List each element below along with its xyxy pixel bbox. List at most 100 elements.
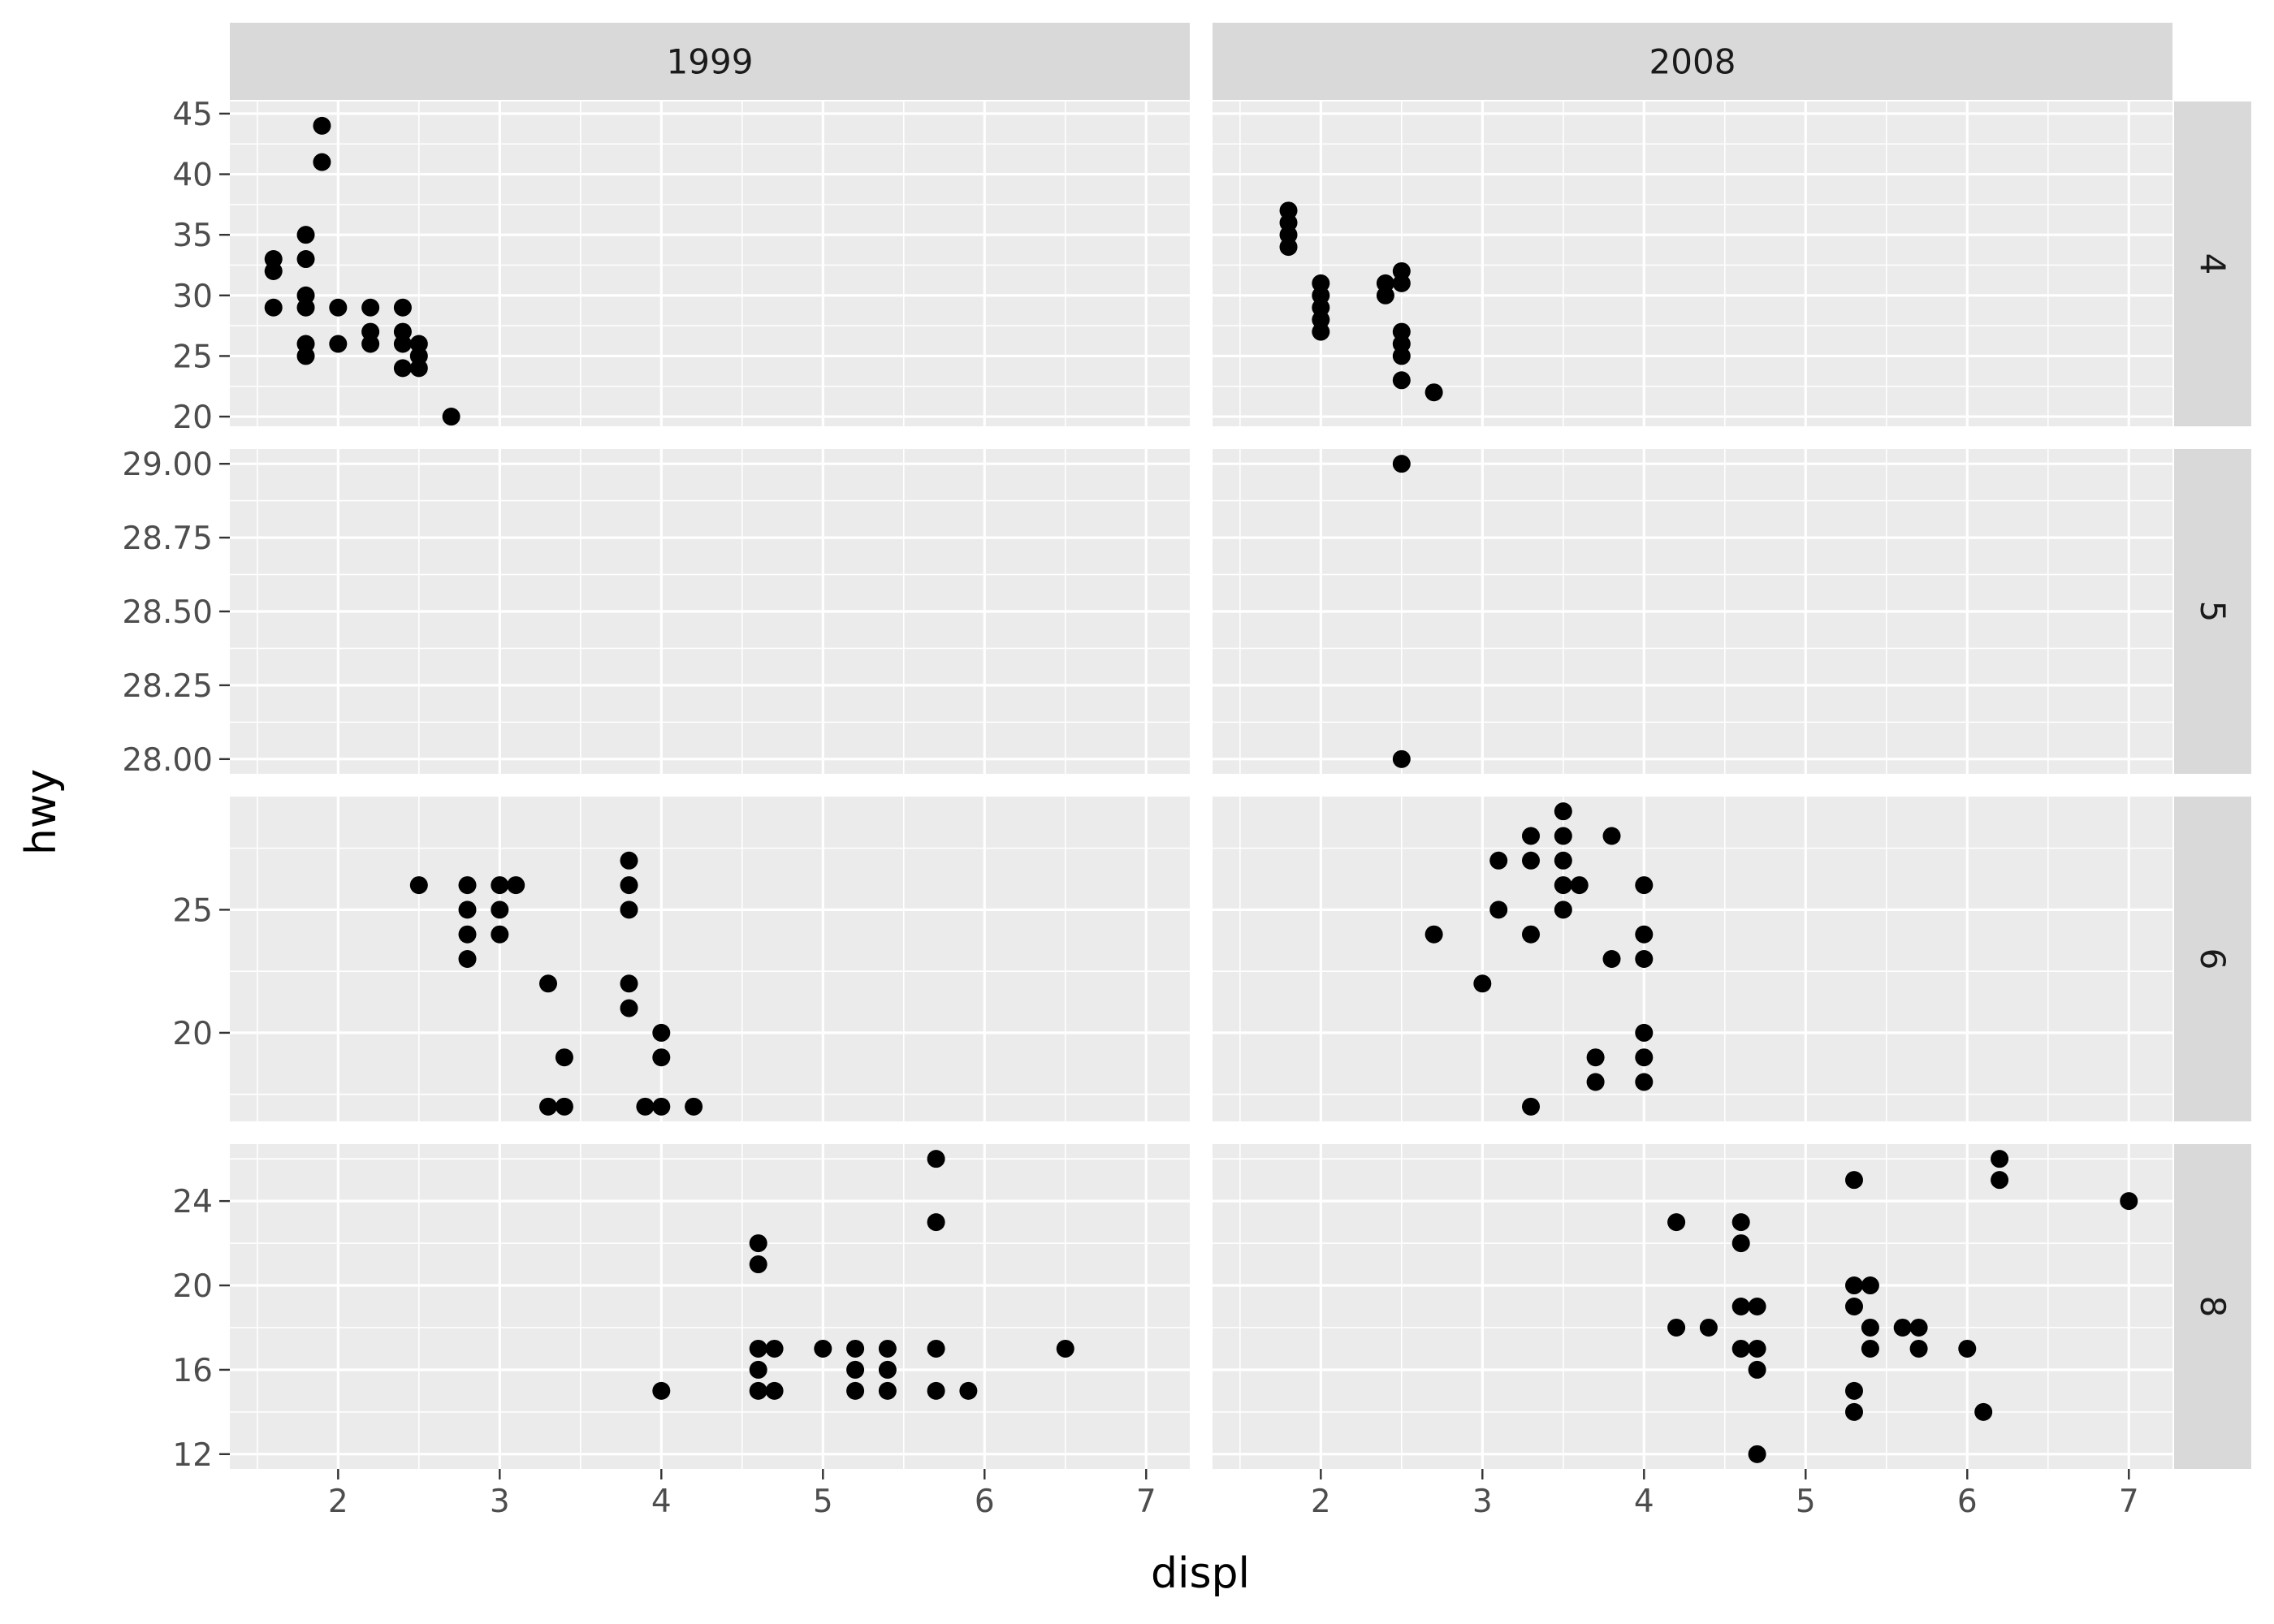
data-point <box>491 925 509 944</box>
data-point <box>458 876 477 895</box>
data-point <box>959 1381 978 1400</box>
data-point <box>1424 925 1443 944</box>
data-point <box>1522 925 1541 944</box>
strips-layer: 1999 2008 4 5 6 8 <box>230 23 2251 1469</box>
data-point <box>652 1097 671 1116</box>
data-point <box>1731 1339 1750 1358</box>
facet-strip-col-label: 1999 <box>667 42 754 82</box>
data-point <box>1635 1073 1654 1091</box>
axes-layer: 20253035404528.0028.2528.5028.7529.00202… <box>122 97 2138 1520</box>
x-tick-label: 5 <box>813 1484 833 1520</box>
y-tick-label: 29.00 <box>122 447 213 483</box>
data-point <box>555 1097 573 1116</box>
data-point <box>927 1381 945 1400</box>
data-point <box>539 1097 558 1116</box>
data-point <box>442 408 460 426</box>
data-point <box>1974 1402 1993 1421</box>
data-point <box>1861 1339 1879 1358</box>
data-point <box>1522 1097 1541 1116</box>
data-point <box>1522 851 1541 870</box>
panel-background <box>1213 1144 2172 1469</box>
facet-strip-row-label: 4 <box>2193 253 2233 275</box>
data-point <box>878 1360 897 1379</box>
data-point <box>927 1213 945 1232</box>
data-point <box>927 1150 945 1168</box>
facet-strip-row-label: 6 <box>2193 948 2233 970</box>
facet-panel <box>1213 102 2172 426</box>
panel-background <box>230 1144 1190 1469</box>
data-point <box>1748 1360 1766 1379</box>
x-axis-title: displ <box>1151 1549 1250 1598</box>
y-tick-label: 28.00 <box>122 742 213 779</box>
data-point <box>1635 876 1654 895</box>
x-tick-label: 5 <box>1796 1484 1816 1520</box>
data-point <box>296 347 315 365</box>
facet-strip-row-label: 5 <box>2193 601 2233 623</box>
data-point <box>749 1234 767 1253</box>
facet-panel <box>230 102 1190 426</box>
y-tick-label: 12 <box>172 1437 213 1474</box>
data-point <box>555 1048 573 1067</box>
data-point <box>1635 950 1654 968</box>
data-point <box>329 335 348 353</box>
data-point <box>2120 1192 2138 1211</box>
data-point <box>1376 286 1394 304</box>
data-point <box>1844 1298 1863 1315</box>
y-axis-title: hwy <box>17 769 66 855</box>
data-point <box>1991 1150 2009 1168</box>
y-tick-label: 45 <box>172 97 213 133</box>
data-point <box>1731 1234 1750 1253</box>
data-point <box>620 974 638 993</box>
x-tick-label: 7 <box>2119 1484 2139 1520</box>
data-point <box>1392 749 1411 768</box>
data-point <box>539 974 558 993</box>
facet-strip-row <box>2174 102 2251 426</box>
data-point <box>1667 1318 1686 1337</box>
y-tick-label: 25 <box>172 339 213 375</box>
data-point <box>1893 1318 1912 1337</box>
data-point <box>296 298 315 317</box>
facet-panel <box>230 1144 1190 1469</box>
data-point <box>1056 1339 1074 1358</box>
data-point <box>1602 950 1621 968</box>
data-point <box>393 359 412 378</box>
data-point <box>1424 383 1443 402</box>
data-point <box>1909 1318 1928 1337</box>
x-tick-label: 7 <box>1136 1484 1156 1520</box>
data-point <box>1570 876 1589 895</box>
data-point <box>636 1097 655 1116</box>
data-point <box>393 335 412 353</box>
panel-background <box>230 102 1190 426</box>
data-point <box>1635 925 1654 944</box>
data-point <box>1392 371 1411 390</box>
data-point <box>1958 1339 1977 1358</box>
facet-strip-col <box>1213 23 2172 100</box>
data-point <box>1554 851 1572 870</box>
data-point <box>1748 1445 1766 1463</box>
data-point <box>1522 827 1541 845</box>
data-point <box>1635 1048 1654 1067</box>
data-point <box>1667 1213 1686 1232</box>
x-tick-label: 2 <box>1311 1484 1331 1520</box>
y-tick-label: 20 <box>172 1268 213 1305</box>
y-tick-label: 28.50 <box>122 594 213 631</box>
data-point <box>313 116 331 135</box>
data-point <box>749 1360 767 1379</box>
data-point <box>1554 876 1572 895</box>
facet-panel <box>230 449 1190 774</box>
data-point <box>409 876 428 895</box>
facet-strip-row <box>2174 1144 2251 1469</box>
data-point <box>491 901 509 919</box>
data-point <box>620 901 638 919</box>
x-tick-label: 4 <box>651 1484 672 1520</box>
data-point <box>409 359 428 378</box>
data-point <box>927 1339 945 1358</box>
data-point <box>1699 1318 1718 1337</box>
y-tick-label: 28.25 <box>122 668 213 705</box>
x-tick-label: 6 <box>975 1484 995 1520</box>
data-point <box>393 298 412 317</box>
data-point <box>685 1097 703 1116</box>
data-point <box>264 261 283 280</box>
data-point <box>361 298 380 317</box>
